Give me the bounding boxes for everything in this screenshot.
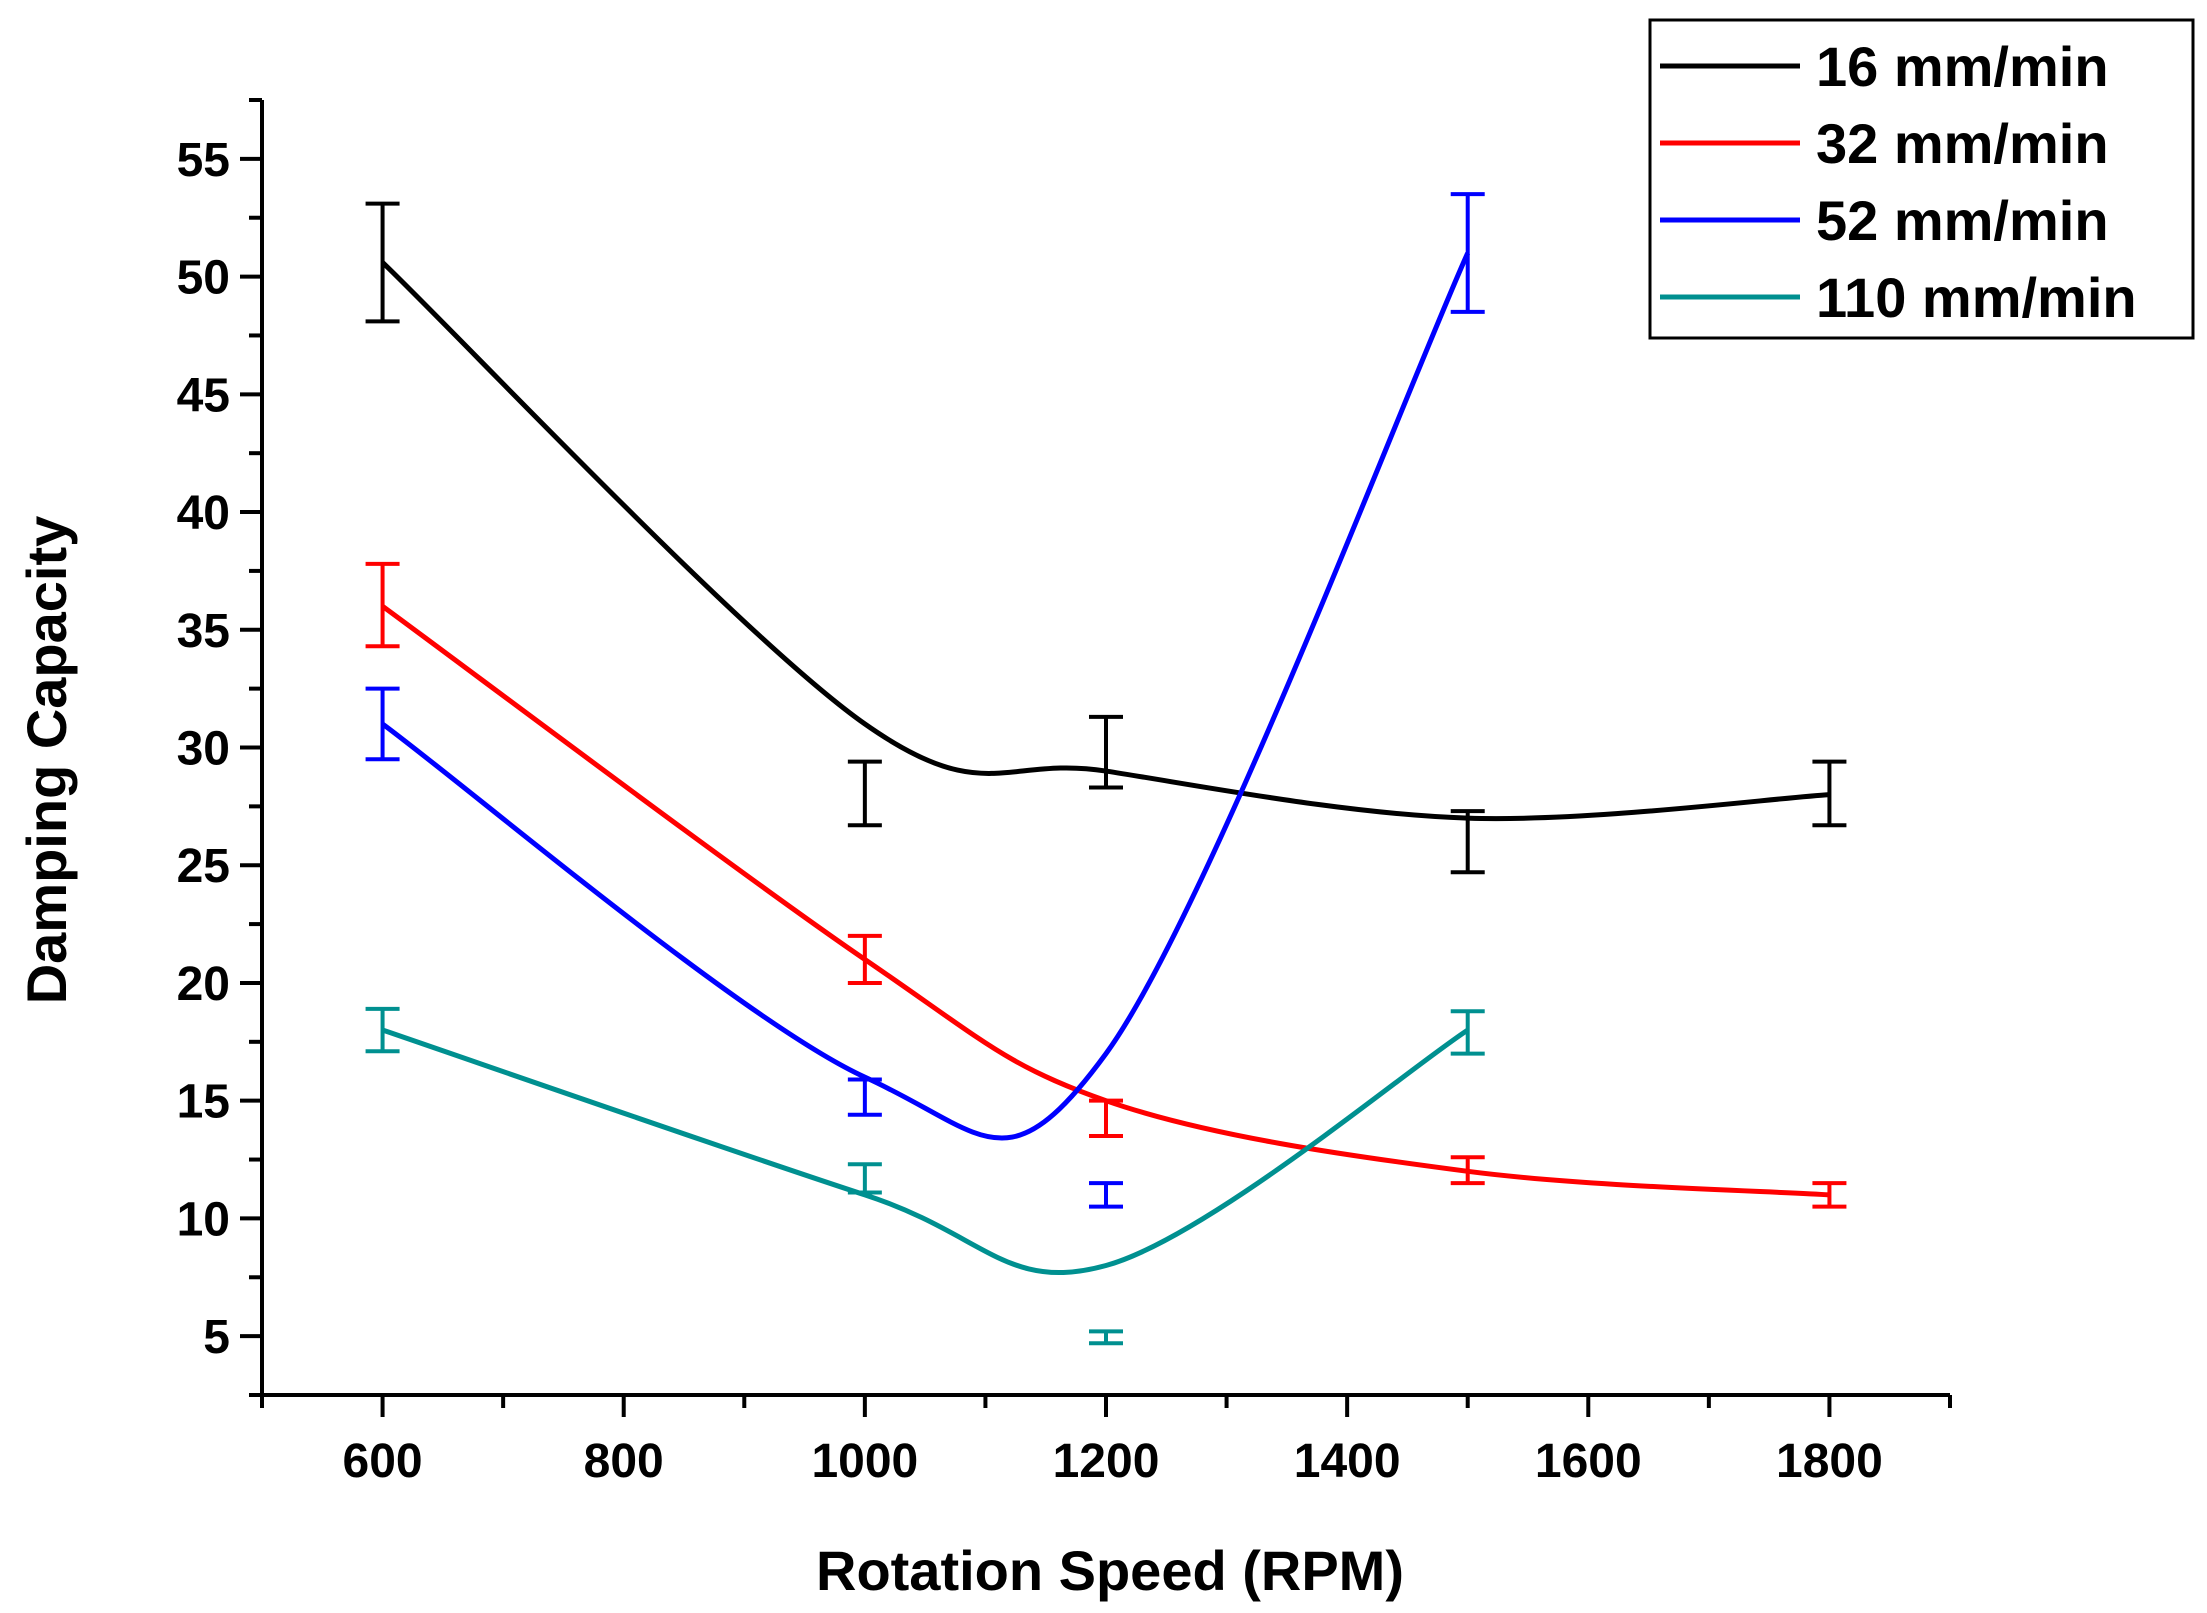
error-bar-32-mm-min bbox=[1812, 1181, 1847, 1209]
legend-entry: 32 mm/min bbox=[1660, 112, 2109, 175]
y-tick-label: 30 bbox=[177, 723, 230, 776]
series-line-52-mm-min bbox=[381, 252, 1470, 1141]
series-line-110-mm-min bbox=[381, 1027, 1470, 1276]
error-bars bbox=[365, 192, 1847, 1346]
error-bar-52-mm-min bbox=[1450, 192, 1485, 314]
error-bar-32-mm-min bbox=[847, 933, 882, 985]
error-bar-110-mm-min bbox=[1089, 1329, 1123, 1346]
y-tick-label: 10 bbox=[177, 1193, 230, 1246]
error-bar-110-mm-min bbox=[847, 1162, 882, 1195]
legend-label: 52 mm/min bbox=[1816, 189, 2109, 252]
error-bar-32-mm-min bbox=[365, 561, 400, 649]
legend-entries: 16 mm/min 32 mm/min 52 mm/min 110 mm/min bbox=[1660, 35, 2137, 329]
legend-entry: 52 mm/min bbox=[1660, 189, 2109, 252]
y-tick-label: 15 bbox=[177, 1076, 230, 1129]
y-tick-label: 20 bbox=[177, 958, 230, 1011]
x-tick-labels: 600 800 1000 1200 1400 1600 1800 bbox=[343, 1435, 1883, 1488]
error-bar-52-mm-min bbox=[1089, 1181, 1123, 1209]
legend-label: 32 mm/min bbox=[1816, 112, 2109, 175]
legend: 16 mm/min 32 mm/min 52 mm/min 110 mm/min bbox=[1648, 18, 2195, 340]
y-tick-label: 50 bbox=[177, 252, 230, 305]
legend-box bbox=[1648, 18, 2195, 340]
legend-entry: 16 mm/min bbox=[1660, 35, 2109, 98]
error-bar-52-mm-min bbox=[847, 1077, 882, 1117]
error-bar-16-mm-min bbox=[365, 201, 400, 324]
x-tick-label: 800 bbox=[584, 1435, 664, 1488]
legend-label: 110 mm/min bbox=[1816, 266, 2137, 329]
x-axis-title: Rotation Speed (RPM) bbox=[816, 1539, 1404, 1602]
y-axis-title: Damping Capacity bbox=[15, 516, 78, 1005]
error-bar-32-mm-min bbox=[1089, 1098, 1123, 1138]
x-tick-label: 1400 bbox=[1294, 1435, 1401, 1488]
y-tick-label: 25 bbox=[177, 840, 230, 893]
x-tick-label: 600 bbox=[343, 1435, 423, 1488]
y-tick-label: 55 bbox=[177, 134, 230, 187]
y-tick-label: 45 bbox=[177, 369, 230, 422]
x-tick-label: 1600 bbox=[1535, 1435, 1642, 1488]
x-ticks bbox=[260, 1395, 1952, 1417]
y-ticks bbox=[240, 98, 262, 1397]
error-bar-16-mm-min bbox=[1089, 714, 1123, 790]
error-bar-110-mm-min bbox=[365, 1006, 400, 1054]
y-tick-label: 5 bbox=[203, 1311, 230, 1364]
y-tick-label: 35 bbox=[177, 605, 230, 658]
x-tick-label: 1000 bbox=[811, 1435, 918, 1488]
error-bar-16-mm-min bbox=[1812, 759, 1847, 828]
legend-entry: 110 mm/min bbox=[1660, 266, 2137, 329]
legend-label: 16 mm/min bbox=[1816, 35, 2109, 98]
y-tick-label: 40 bbox=[177, 487, 230, 540]
series-line-16-mm-min bbox=[380, 260, 1830, 822]
error-bar-16-mm-min bbox=[1450, 809, 1485, 875]
x-tick-label: 1200 bbox=[1053, 1435, 1160, 1488]
x-tick-label: 1800 bbox=[1776, 1435, 1883, 1488]
error-bar-110-mm-min bbox=[1450, 1009, 1485, 1056]
error-bar-52-mm-min bbox=[365, 686, 400, 762]
error-bar-32-mm-min bbox=[1450, 1155, 1485, 1186]
y-tick-labels: 5 10 15 20 25 30 35 40 45 50 55 bbox=[177, 134, 230, 1364]
error-bar-16-mm-min bbox=[847, 759, 882, 828]
